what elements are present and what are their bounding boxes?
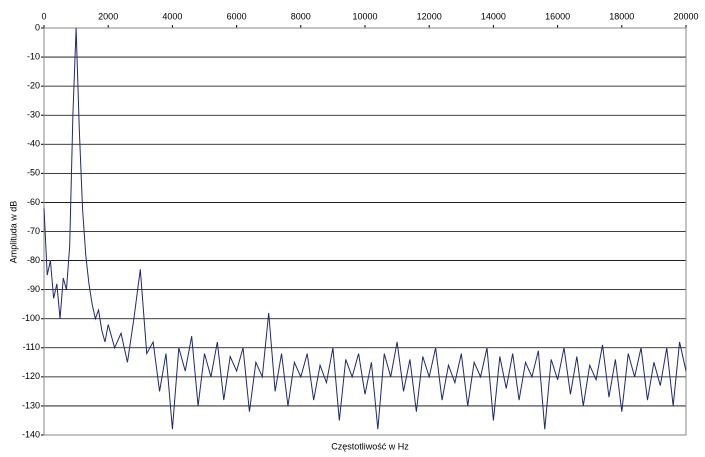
x-tick-label: 10000	[352, 11, 377, 21]
x-tick-label: 12000	[417, 11, 442, 21]
x-tick-label: 18000	[609, 11, 634, 21]
y-tick-label: -30	[27, 110, 40, 120]
x-tick-label: 2000	[98, 11, 118, 21]
x-tick-label: 16000	[545, 11, 570, 21]
y-tick-label: 0	[35, 22, 40, 32]
x-tick-label: 20000	[673, 11, 698, 21]
y-tick-label: -10	[27, 51, 40, 61]
y-tick-label: -100	[22, 313, 40, 323]
y-tick-label: -110	[23, 342, 40, 352]
y-axis-title: Amplituda w dB	[8, 201, 18, 264]
y-tick-label: -120	[22, 371, 40, 381]
y-tick-label: -80	[27, 255, 40, 265]
series-line	[43, 27, 687, 430]
y-tick-label: -130	[22, 400, 40, 410]
y-tick-label: -60	[27, 197, 40, 207]
x-axis-title: Częstotliwość w Hz	[331, 441, 409, 451]
y-tick-label: -20	[27, 81, 40, 91]
x-tick-label: 6000	[227, 11, 247, 21]
x-tick-label: 4000	[162, 11, 182, 21]
y-tick-label: -90	[27, 284, 40, 294]
x-tick-label: 8000	[291, 11, 311, 21]
y-tick-label: -40	[27, 139, 40, 149]
plot-border	[43, 27, 687, 436]
y-tick-label: -70	[27, 226, 40, 236]
x-tick-label: 0	[41, 11, 46, 21]
x-tick-label: 14000	[481, 11, 506, 21]
y-tick-label: -50	[27, 168, 40, 178]
y-tick-label: -140	[22, 429, 40, 439]
